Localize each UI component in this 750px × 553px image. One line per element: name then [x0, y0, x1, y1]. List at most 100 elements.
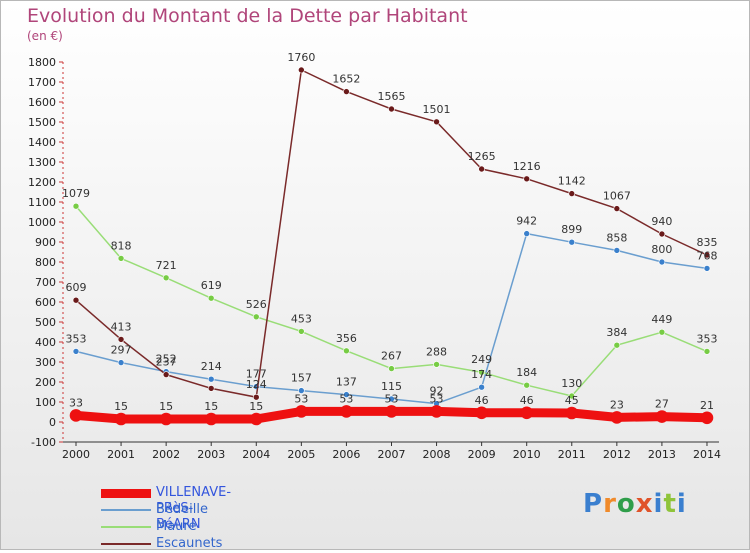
data-label: 384	[606, 326, 627, 339]
logo-letter: o	[616, 489, 636, 519]
data-point	[568, 190, 576, 197]
data-point	[568, 238, 576, 246]
data-label: 27	[655, 398, 669, 411]
data-label: 609	[66, 281, 87, 294]
data-label: 288	[426, 345, 447, 358]
logo-letter: r	[603, 489, 617, 519]
logo-letter: i	[676, 489, 687, 519]
data-point	[613, 247, 621, 254]
data-label: 768	[696, 249, 717, 262]
data-label: 214	[201, 360, 222, 373]
data-point	[523, 230, 531, 237]
logo-letter: t	[663, 489, 677, 519]
data-point	[388, 105, 395, 113]
legend-swatch	[101, 509, 151, 511]
x-tick-label: 2001	[107, 448, 135, 461]
data-label: 1760	[287, 51, 315, 64]
legend-label: Escaunets	[156, 536, 223, 551]
data-label: 53	[294, 392, 308, 405]
data-label: 1501	[423, 103, 451, 116]
y-tick-label: 1800	[28, 56, 56, 69]
data-point	[523, 381, 531, 389]
x-tick-label: 2004	[242, 448, 270, 461]
data-label: 267	[381, 350, 402, 363]
x-tick-label: 2010	[513, 448, 541, 461]
data-label: 818	[111, 239, 132, 252]
data-label: 23	[610, 398, 624, 411]
data-label: 942	[516, 215, 537, 228]
data-point	[655, 410, 669, 423]
data-label: 1142	[558, 175, 586, 188]
chart-title: Evolution du Montant de la Dette par Hab…	[27, 5, 468, 27]
data-label: 721	[156, 259, 177, 272]
x-tick-label: 2014	[693, 448, 721, 461]
data-point	[388, 365, 395, 372]
data-point	[340, 405, 353, 418]
data-point	[613, 205, 621, 212]
data-label: 15	[159, 400, 173, 413]
data-point	[658, 258, 666, 266]
data-label: 1652	[332, 73, 360, 86]
y-tick-label: 1000	[28, 216, 56, 229]
x-tick-label: 2009	[468, 448, 496, 461]
data-point	[72, 348, 80, 355]
data-point	[117, 359, 125, 366]
logo-letter: x	[635, 489, 654, 519]
y-tick-label: 1400	[28, 136, 56, 149]
data-point	[703, 348, 711, 355]
legend-swatch	[101, 489, 151, 498]
data-label: 45	[565, 394, 579, 407]
x-tick-label: 2000	[62, 448, 90, 461]
data-label: 1216	[513, 160, 541, 173]
x-tick-label: 2013	[648, 448, 676, 461]
x-tick-label: 2011	[558, 448, 586, 461]
data-point	[700, 411, 714, 425]
legend-swatch	[101, 526, 151, 528]
data-label: 53	[339, 392, 353, 405]
data-label: 356	[336, 332, 357, 345]
data-point	[159, 412, 173, 426]
data-label: 15	[249, 400, 263, 413]
data-label: 835	[696, 236, 717, 249]
data-point	[298, 328, 305, 335]
data-label: 1265	[468, 150, 496, 163]
data-label: 21	[700, 399, 714, 412]
data-label: 526	[246, 298, 267, 311]
y-tick-label: 1100	[28, 196, 56, 209]
x-tick-label: 2007	[377, 448, 405, 461]
data-label: 858	[606, 231, 627, 244]
data-point	[703, 251, 711, 259]
data-point	[433, 118, 440, 126]
y-tick-label: 900	[35, 236, 56, 249]
logo-letter: i	[653, 489, 664, 519]
data-label: 130	[561, 377, 582, 390]
y-tick-label: 1500	[28, 116, 56, 129]
data-point	[298, 387, 305, 394]
data-label: 92	[430, 385, 444, 398]
y-tick-label: 300	[35, 356, 56, 369]
data-label: 53	[430, 392, 444, 405]
data-point	[475, 406, 488, 420]
data-point	[114, 412, 128, 426]
data-point	[249, 412, 263, 426]
y-tick-label: -100	[31, 436, 56, 449]
data-label: 899	[561, 223, 582, 236]
proxiti-logo: Proxiti	[583, 489, 687, 519]
data-point	[565, 406, 579, 420]
y-tick-label: 1600	[28, 96, 56, 109]
data-label: 115	[381, 380, 402, 393]
y-tick-label: 600	[35, 296, 56, 309]
data-label: 249	[471, 353, 492, 366]
data-label: 940	[651, 215, 672, 228]
data-label: 46	[520, 394, 534, 407]
data-point	[523, 175, 531, 183]
data-point	[72, 202, 80, 210]
x-tick-label: 2012	[603, 448, 631, 461]
data-label: 174	[471, 368, 492, 381]
y-tick-label: 800	[35, 256, 56, 269]
logo-letter: P	[583, 489, 604, 519]
y-tick-label: 1200	[28, 176, 56, 189]
unit-label: (en €)	[27, 29, 63, 43]
data-point	[658, 328, 666, 336]
